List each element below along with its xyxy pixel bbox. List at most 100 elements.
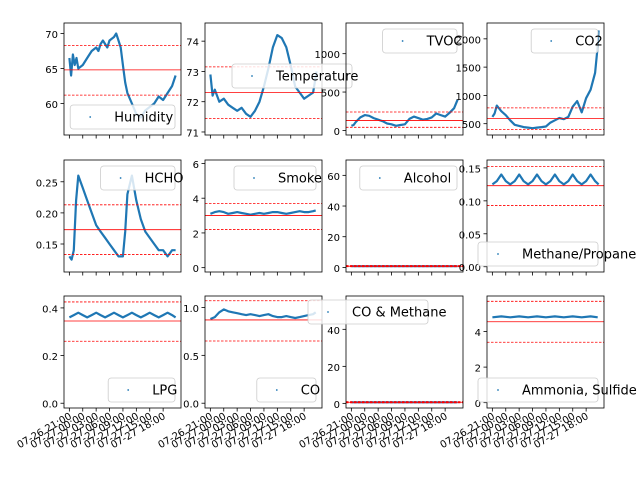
y-tick-label: 60 bbox=[327, 172, 340, 183]
y-tick-label: 70 bbox=[45, 30, 58, 41]
legend: CO2 bbox=[530, 28, 603, 54]
legend-marker bbox=[497, 389, 499, 391]
subplot-5: 0.15 0.20 0.25 HCHO bbox=[36, 159, 184, 276]
subplot-3: 0 500 1000 TVOC bbox=[315, 22, 464, 139]
y-tick-label: 65 bbox=[45, 65, 58, 76]
legend: LPG bbox=[107, 377, 177, 403]
axes-frame bbox=[345, 295, 464, 409]
legend: Methane/Propane bbox=[477, 241, 636, 267]
y-tick-label: 71 bbox=[186, 128, 199, 139]
legend: Alcohol bbox=[359, 165, 458, 191]
y-tick-label: 2 bbox=[193, 229, 199, 240]
subplot-7: 0 20 40 60 Alcohol bbox=[327, 159, 464, 276]
legend-marker bbox=[401, 40, 404, 42]
legend-marker bbox=[327, 311, 329, 313]
y-tick-label: 6 bbox=[193, 160, 199, 171]
legend-box bbox=[100, 165, 176, 191]
axes-frame bbox=[345, 22, 464, 136]
legend-label: Humidity bbox=[114, 111, 173, 126]
subplot-4: 500 1000 1500 2000 CO2 bbox=[456, 22, 605, 139]
legend: Smoke bbox=[233, 165, 322, 191]
data-series-line bbox=[491, 30, 600, 130]
legend: Ammonia, Sulfide bbox=[477, 377, 637, 403]
y-tick-label: 1.0 bbox=[183, 304, 199, 315]
y-tick-label: 73 bbox=[186, 68, 199, 79]
data-series-line bbox=[351, 99, 459, 127]
legend-label: CO bbox=[301, 384, 320, 399]
data-series-line bbox=[210, 209, 317, 216]
legend-box bbox=[530, 28, 599, 54]
y-tick-label: 74 bbox=[186, 38, 199, 49]
legend-marker bbox=[253, 177, 255, 179]
legend-marker bbox=[251, 75, 253, 77]
legend: Humidity bbox=[69, 104, 176, 130]
y-tick-label: 0.0 bbox=[42, 400, 58, 411]
legend-marker bbox=[89, 116, 92, 118]
y-tick-label: 40 bbox=[327, 326, 340, 337]
axes-frame bbox=[204, 295, 323, 409]
y-tick-label: 0.0 bbox=[183, 400, 199, 411]
data-series-line bbox=[209, 308, 317, 321]
legend-box bbox=[477, 377, 599, 403]
y-tick-label: 0 bbox=[475, 399, 481, 410]
axes-frame bbox=[63, 22, 182, 136]
y-tick-label: 0 bbox=[334, 400, 340, 411]
legend-box bbox=[307, 299, 429, 325]
y-tick-label: 4 bbox=[193, 195, 199, 206]
y-tick-label: 60 bbox=[45, 100, 58, 111]
legend-label: LPG bbox=[152, 384, 177, 399]
legend-label: Smoke bbox=[278, 172, 322, 187]
y-tick-label: 1000 bbox=[456, 92, 481, 103]
y-tick-label: 0.10 bbox=[459, 197, 481, 208]
y-tick-label: 20 bbox=[327, 233, 340, 244]
legend-box bbox=[382, 28, 458, 54]
data-series-line bbox=[492, 315, 598, 319]
y-tick-label: 2000 bbox=[456, 35, 481, 46]
subplot-8: 0.00 0.05 0.10 0.15 Methane/Propane bbox=[459, 159, 636, 276]
y-tick-label: 0.2 bbox=[42, 352, 58, 363]
y-tick-label: 0.4 bbox=[42, 304, 58, 315]
legend-box bbox=[359, 165, 458, 191]
axes-frame bbox=[486, 295, 605, 409]
legend-box bbox=[69, 104, 176, 130]
legend-box bbox=[256, 377, 317, 403]
data-series-line bbox=[68, 174, 176, 261]
legend-marker bbox=[378, 177, 381, 179]
subplot-1: 60 65 70 Humidity bbox=[45, 22, 182, 139]
legend: TVOC bbox=[382, 28, 463, 54]
legend-label: Ammonia, Sulfide bbox=[522, 384, 637, 399]
legend-box bbox=[231, 63, 353, 89]
y-tick-label: 0.15 bbox=[459, 164, 481, 175]
data-series-line bbox=[491, 173, 600, 186]
legend-marker bbox=[119, 177, 122, 179]
legend: Temperature bbox=[231, 63, 358, 89]
y-tick-label: 0.05 bbox=[459, 230, 481, 241]
legend-label: CO2 bbox=[575, 35, 603, 50]
axes-frame bbox=[204, 159, 323, 273]
y-tick-label: 1500 bbox=[456, 64, 481, 75]
y-tick-label: 0 bbox=[334, 127, 340, 138]
y-tick-label: 0.5 bbox=[183, 352, 199, 363]
y-tick-label: 1000 bbox=[315, 50, 340, 61]
legend-label: Temperature bbox=[275, 70, 358, 85]
y-tick-label: 0.15 bbox=[36, 241, 58, 252]
legend-label: TVOC bbox=[426, 35, 463, 50]
y-tick-label: 20 bbox=[327, 363, 340, 374]
y-tick-label: 0 bbox=[193, 264, 199, 275]
legend-label: HCHO bbox=[145, 172, 184, 187]
legend: CO bbox=[256, 377, 320, 403]
y-tick-label: 0 bbox=[334, 264, 340, 275]
y-tick-label: 72 bbox=[186, 98, 199, 109]
data-series-line bbox=[68, 311, 177, 319]
axes-frame bbox=[345, 159, 464, 273]
y-tick-label: 500 bbox=[321, 89, 340, 100]
y-tick-label: 0.25 bbox=[36, 178, 58, 189]
axes-frame bbox=[63, 295, 182, 409]
axes-frame bbox=[63, 159, 182, 273]
legend-label: CO & Methane bbox=[352, 306, 446, 321]
axes-frame bbox=[486, 159, 605, 273]
y-tick-label: 2 bbox=[475, 364, 481, 375]
